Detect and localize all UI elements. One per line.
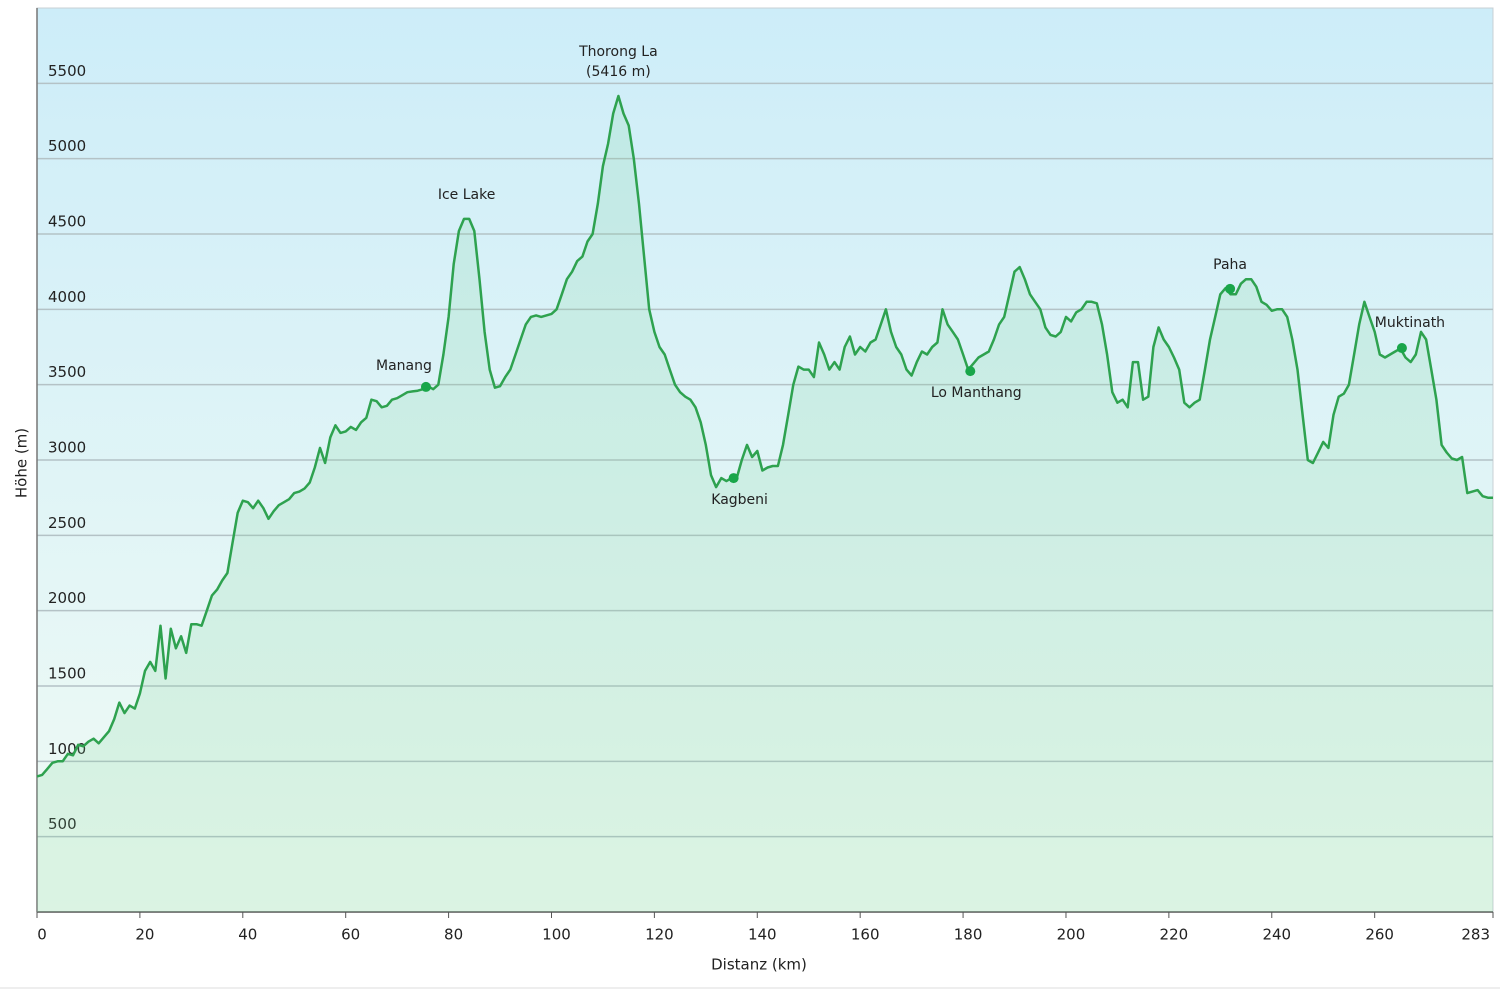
x-tick-label: 140 <box>748 926 777 944</box>
y-axis-title: Höhe (m) <box>13 428 31 498</box>
waypoint-label: Kagbeni <box>711 492 768 508</box>
x-tick-label: 200 <box>1057 926 1086 944</box>
elevation-line <box>36 94 1493 778</box>
y-tick-label: 2000 <box>48 589 86 607</box>
y-tick-label: 2500 <box>48 514 86 532</box>
x-tick-label: 220 <box>1160 926 1189 944</box>
waypoint-label: Thorong La <box>578 44 658 60</box>
x-tick-label: 20 <box>135 926 154 944</box>
x-tick-label: 160 <box>851 926 880 944</box>
x-tick-label: 120 <box>645 926 674 944</box>
waypoint-marker <box>728 473 739 484</box>
x-tick-label: 283 <box>1461 926 1490 944</box>
waypoint-label: Paha <box>1213 257 1247 273</box>
x-tick-label: 260 <box>1365 926 1394 944</box>
y-tick-label: 1000 <box>48 740 86 758</box>
y-tick-label: 500 <box>48 815 77 833</box>
waypoint-marker <box>420 381 431 392</box>
y-tick-label: 5000 <box>48 137 86 155</box>
y-tick-label: 4000 <box>48 288 86 306</box>
area-fill <box>37 96 1493 912</box>
x-tick-label: 80 <box>444 926 463 944</box>
x-tick-label: 180 <box>954 926 983 944</box>
waypoint-marker <box>965 366 976 377</box>
x-tick-label: 100 <box>542 926 571 944</box>
waypoint-marker <box>1396 343 1407 354</box>
x-tick-label: 240 <box>1262 926 1291 944</box>
y-tick-label: 3500 <box>48 363 86 381</box>
y-tick-label: 1500 <box>48 665 86 683</box>
y-tick-label: 5500 <box>48 62 86 80</box>
waypoint-label: Ice Lake <box>438 187 496 203</box>
x-axis-title: Distanz (km) <box>711 956 807 974</box>
x-tick-label: 60 <box>341 926 360 944</box>
x-tick-label: 0 <box>37 926 47 944</box>
waypoint-marker <box>1225 283 1236 294</box>
waypoint-label: Manang <box>376 358 432 374</box>
waypoint-label: Muktinath <box>1375 315 1445 331</box>
y-tick-label: 4500 <box>48 213 86 231</box>
x-tick-label: 40 <box>238 926 257 944</box>
y-tick-label: 3000 <box>48 439 86 457</box>
waypoint-label: (5416 m) <box>586 64 651 80</box>
waypoint-label: Lo Manthang <box>931 385 1022 401</box>
